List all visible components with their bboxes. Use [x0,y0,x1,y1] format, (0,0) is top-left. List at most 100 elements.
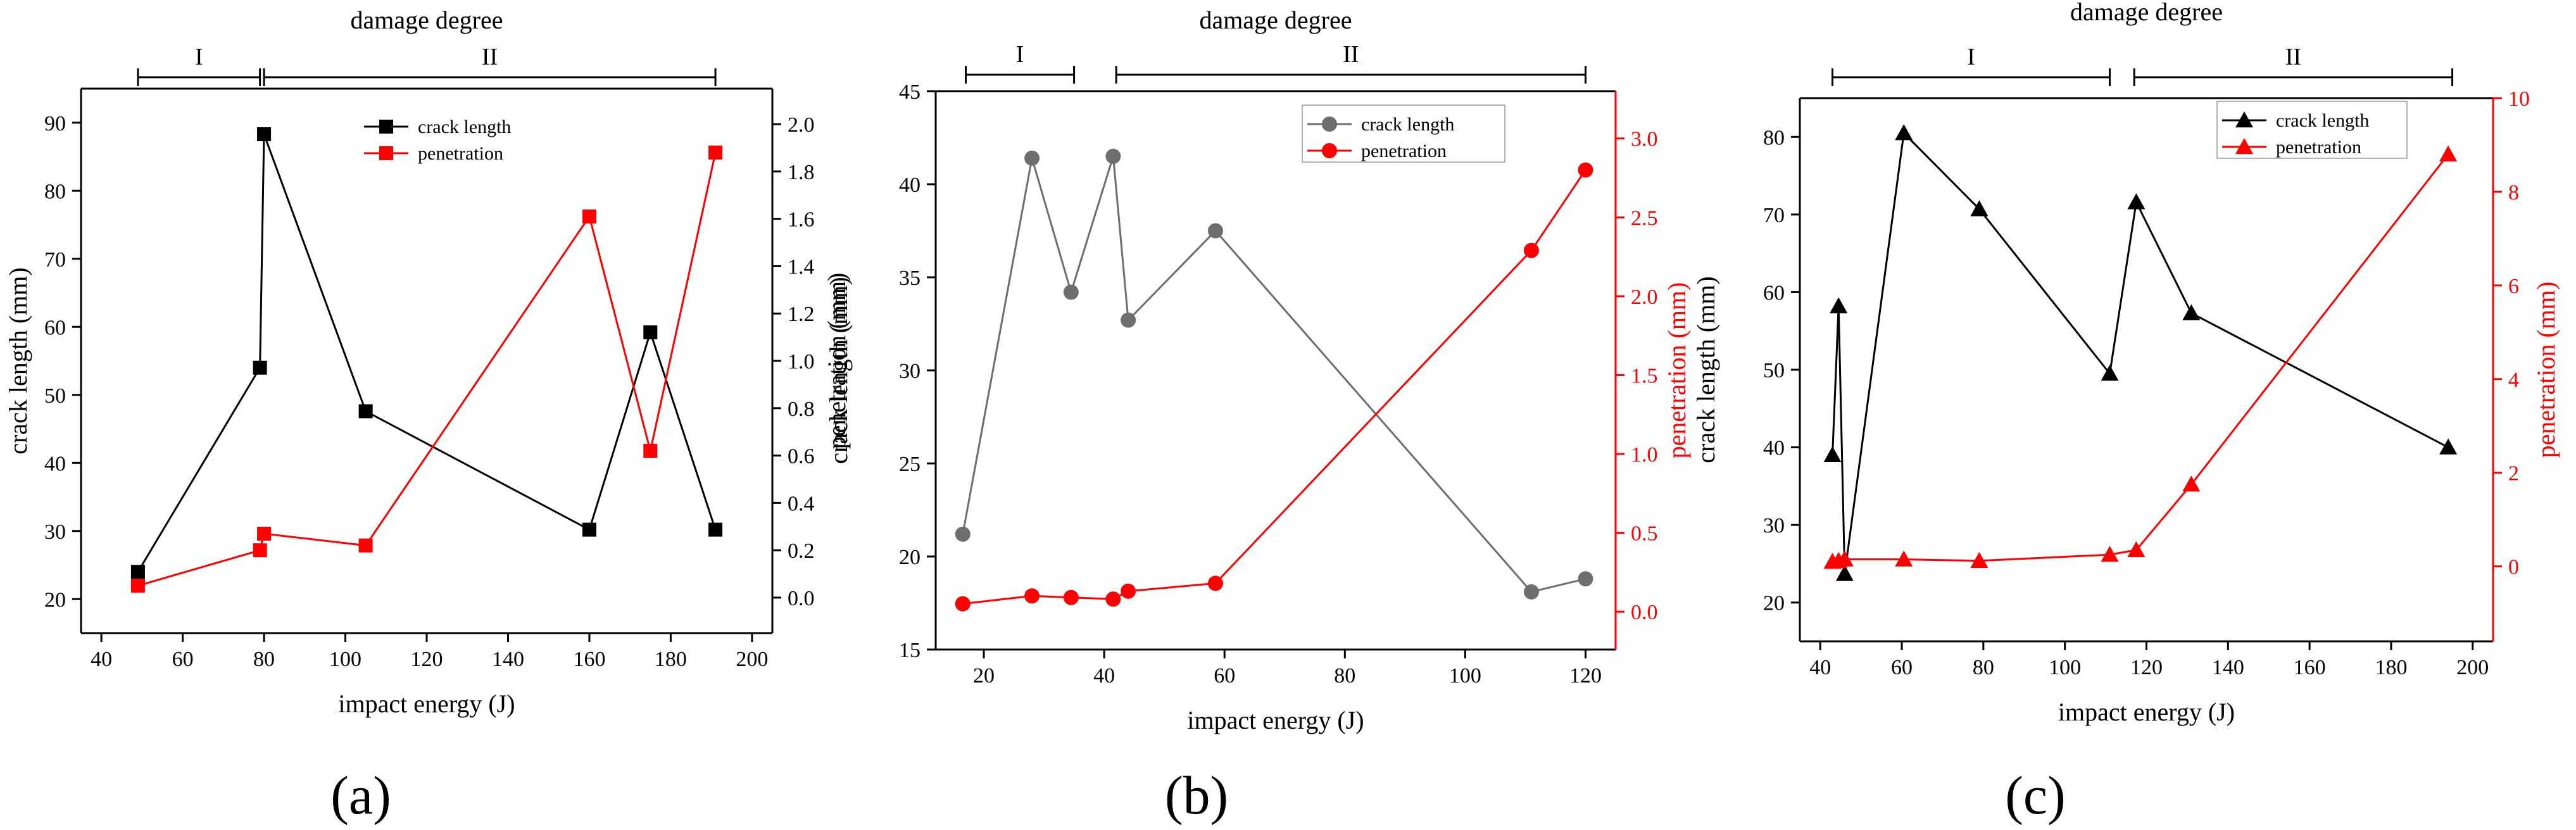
x-tick-label: 80 [253,648,275,671]
x-tick-label: 60 [1891,656,1913,679]
penetration-point [1207,575,1223,591]
legend: crack length penetration [1302,104,1505,163]
penetration-point [1523,242,1539,258]
crack-length-point [1823,446,1842,463]
panel-label: (a) [330,765,391,826]
x-tick-label: 40 [1093,664,1115,688]
y-left-tick-label: 45 [899,80,920,104]
y-right-tick-label: 1.8 [788,161,815,184]
x-axis-label: impact energy (J) [2058,698,2235,726]
x-tick-label: 100 [329,648,361,671]
penetration-point [955,596,971,612]
crack-length-point [253,360,267,375]
x-tick-label: 120 [1569,664,1602,688]
crack-length-series-line [962,156,1586,593]
x-tick-label: 200 [2456,656,2489,679]
crack-length-point [1895,124,1913,141]
x-tick-label: 40 [1809,656,1831,679]
y-left-tick-label: 60 [1763,281,1785,305]
y-left-tick-label: 50 [1763,359,1785,382]
y-right-tick-label: 2.5 [1631,206,1658,230]
crack-length-point [1207,223,1223,239]
damage-degree-title: damage degree [2070,0,2223,26]
x-tick-label: 100 [2049,656,2081,679]
y-left-tick-label: 70 [44,248,66,272]
legend-entry: crack length [2276,110,2369,131]
penetration-point [708,145,723,160]
degree-label: I [195,44,203,70]
y-left-axis-label: crack length (mm) [4,267,32,454]
crack-length-point [1063,284,1079,300]
legend-marker [1322,143,1337,158]
y-left-tick-label: 90 [44,112,66,135]
x-tick-label: 20 [973,664,995,688]
y-right-tick-label: 1.0 [1631,443,1658,467]
crack-length-point [1105,148,1121,164]
y-right-tick-label: 0.0 [1631,601,1658,624]
y-left-tick-label: 40 [899,173,920,197]
x-tick-label: 200 [736,648,768,671]
penetration-point [1024,588,1040,604]
x-tick-label: 80 [1973,656,1994,679]
panel-c: 40 60 80 100 120 140 160 180 200 20 30 40 50 60 70 80 0 2… [1692,0,2560,826]
penetration-point [2101,546,2119,562]
crack-length-point [2182,304,2201,320]
damage-degree-title: damage degree [1200,6,1352,34]
y-right-tick-label: 6 [2508,275,2519,298]
y-right-axis-label: penetration (mm) [822,273,851,450]
crack-length-point [1024,150,1040,166]
y-left-tick-label: 20 [899,546,920,569]
legend-marker [1322,116,1337,132]
y-left-tick-label: 60 [44,316,66,339]
y-right-tick-label: 4 [2508,368,2519,392]
crack-length-series-line [1831,130,2449,574]
y-right-tick-label: 1.6 [788,208,815,232]
crack-length-point [1970,200,1989,217]
crack-length-point [643,325,658,339]
crack-length-point [130,565,145,579]
crack-length-point [582,522,596,537]
y-right-tick-label: 1.2 [788,303,815,326]
y-left-axis-label: crack length (mm) [1692,276,1720,463]
legend-entry: penetration [1361,141,1447,161]
crack-length-point [358,404,373,418]
penetration-point [643,444,658,458]
y-right-tick-label: 2.0 [1631,286,1658,309]
crack-length-point [2439,438,2458,455]
penetration-series-line [137,152,717,587]
y-left-tick-label: 80 [1763,126,1785,149]
x-axis-label: impact energy (J) [1187,706,1364,734]
crack-length-point [1578,571,1593,587]
y-left-tick-label: 30 [44,520,66,544]
x-tick-label: 180 [2375,656,2407,679]
y-left-tick-label: 30 [1763,514,1785,538]
legend-marker [2235,138,2253,154]
panel-label: (b) [1165,765,1228,826]
damage-degree-title: damage degree [351,6,503,34]
x-tick-label: 140 [2212,656,2244,679]
penetration-point [1895,550,1913,567]
legend-entry: crack length [418,116,511,137]
penetration-point [130,579,145,593]
y-left-tick-label: 30 [899,360,920,383]
degree-label: I [1016,41,1024,68]
x-tick-label: 160 [573,648,605,671]
y-right-tick-label: 2.0 [788,113,815,137]
degree-label: I [1967,44,1975,70]
penetration-point [2439,145,2458,161]
penetration-point [1578,162,1593,178]
y-right-tick-label: 2 [2508,462,2519,486]
penetration-point [2182,475,2201,492]
x-tick-label: 60 [1214,664,1235,688]
crack-length-point [2101,365,2119,381]
degree-label: II [482,44,498,70]
crack-length-point [1523,584,1539,600]
crack-length-point [708,522,723,537]
degree-label: II [1343,41,1359,68]
penetration-series-line [962,169,1586,605]
crack-length-point [955,526,971,542]
crack-length-point [1830,297,1848,313]
panel-a: 40 60 80 100 120 140 160 180 200 20 30 40 50 60 70 80 90… [4,6,851,826]
y-left-tick-label: 40 [1763,437,1785,460]
